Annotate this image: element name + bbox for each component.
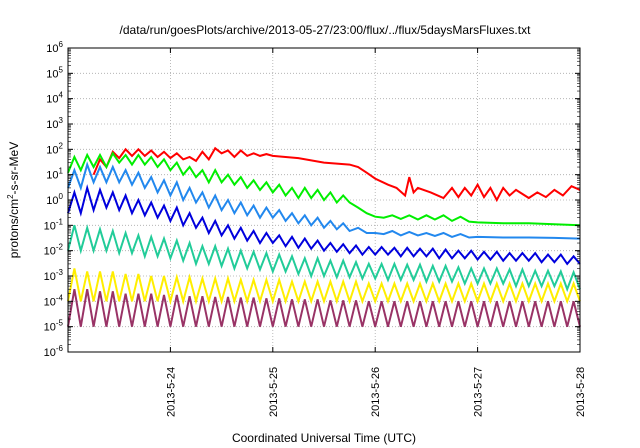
y-tick-label-base: 10 [44,246,56,258]
x-tick-label: 2013-5-28 [575,367,587,417]
y-tick-label-base: 10 [44,296,56,308]
series-line-2 [67,151,581,227]
y-axis-title: protons/cm2-s-sr-MeV [6,142,21,258]
y-tick-label-exponent: -1 [56,217,64,226]
y-tick-label: 10-3 [44,268,64,283]
y-tick-label-exponent: -6 [56,344,64,353]
y-tick-label-exponent: -2 [56,243,64,252]
y-tick-label: 100 [46,192,63,207]
x-tick-label: 2013-5-24 [165,367,177,417]
axis-ticks: 10-610-510-410-310-210-11001011021031041… [44,40,587,417]
y-tick-label-exponent: 2 [59,141,64,150]
y-tick-label-base: 10 [44,347,56,359]
y-axis-title-exponent: 2 [6,194,15,199]
y-tick-label-base: 10 [44,271,56,283]
y-tick-label: 104 [46,91,63,106]
y-tick-label-exponent: -4 [56,293,64,302]
y-tick-label: 10-4 [44,293,64,308]
y-tick-label: 102 [46,141,63,156]
y-axis-title-main: protons/cm [7,199,21,258]
y-tick-label-base: 10 [44,322,56,334]
y-tick-label: 10-6 [44,344,64,359]
y-tick-label-exponent: 5 [59,65,64,74]
y-tick-label: 10-2 [44,243,64,258]
series-line-5 [67,224,581,293]
x-tick-label: 2013-5-27 [473,367,485,417]
y-tick-label-base: 10 [46,43,58,55]
series-line-4 [67,184,581,266]
y-tick-label: 10-1 [44,217,64,232]
y-tick-label-base: 10 [46,195,58,207]
x-axis-title: Coordinated Universal Time (UTC) [232,431,416,445]
y-tick-label-base: 10 [44,220,56,232]
x-tick-label: 2013-5-26 [370,367,382,417]
data-series [67,146,581,327]
y-tick-label: 103 [46,116,63,131]
chart-title: /data/run/goesPlots/archive/2013-05-27/2… [120,23,532,37]
y-axis-title-unit: -s-sr-MeV [7,142,21,195]
y-tick-label-base: 10 [46,170,58,182]
series-line-7 [67,289,581,327]
y-tick-label: 106 [46,40,63,55]
y-tick-label-exponent: 0 [59,192,64,201]
y-tick-label-exponent: 3 [59,116,64,125]
series-line-3 [67,161,581,240]
y-tick-label-exponent: -5 [56,319,64,328]
y-tick-label: 10-5 [44,319,64,334]
series-line-6 [67,268,581,306]
y-tick-label-exponent: 4 [59,91,64,100]
y-tick-label-base: 10 [46,119,58,131]
y-tick-label-exponent: -3 [56,268,64,277]
y-tick-label-base: 10 [46,68,58,80]
y-tick-label-base: 10 [46,94,58,106]
y-tick-label-exponent: 1 [59,167,64,176]
y-tick-label-exponent: 6 [59,40,64,49]
y-tick-label-base: 10 [46,144,58,156]
y-tick-label: 101 [46,167,63,182]
x-tick-label: 2013-5-25 [268,367,280,417]
series-line-1 [92,146,581,203]
y-tick-label: 105 [46,65,63,80]
